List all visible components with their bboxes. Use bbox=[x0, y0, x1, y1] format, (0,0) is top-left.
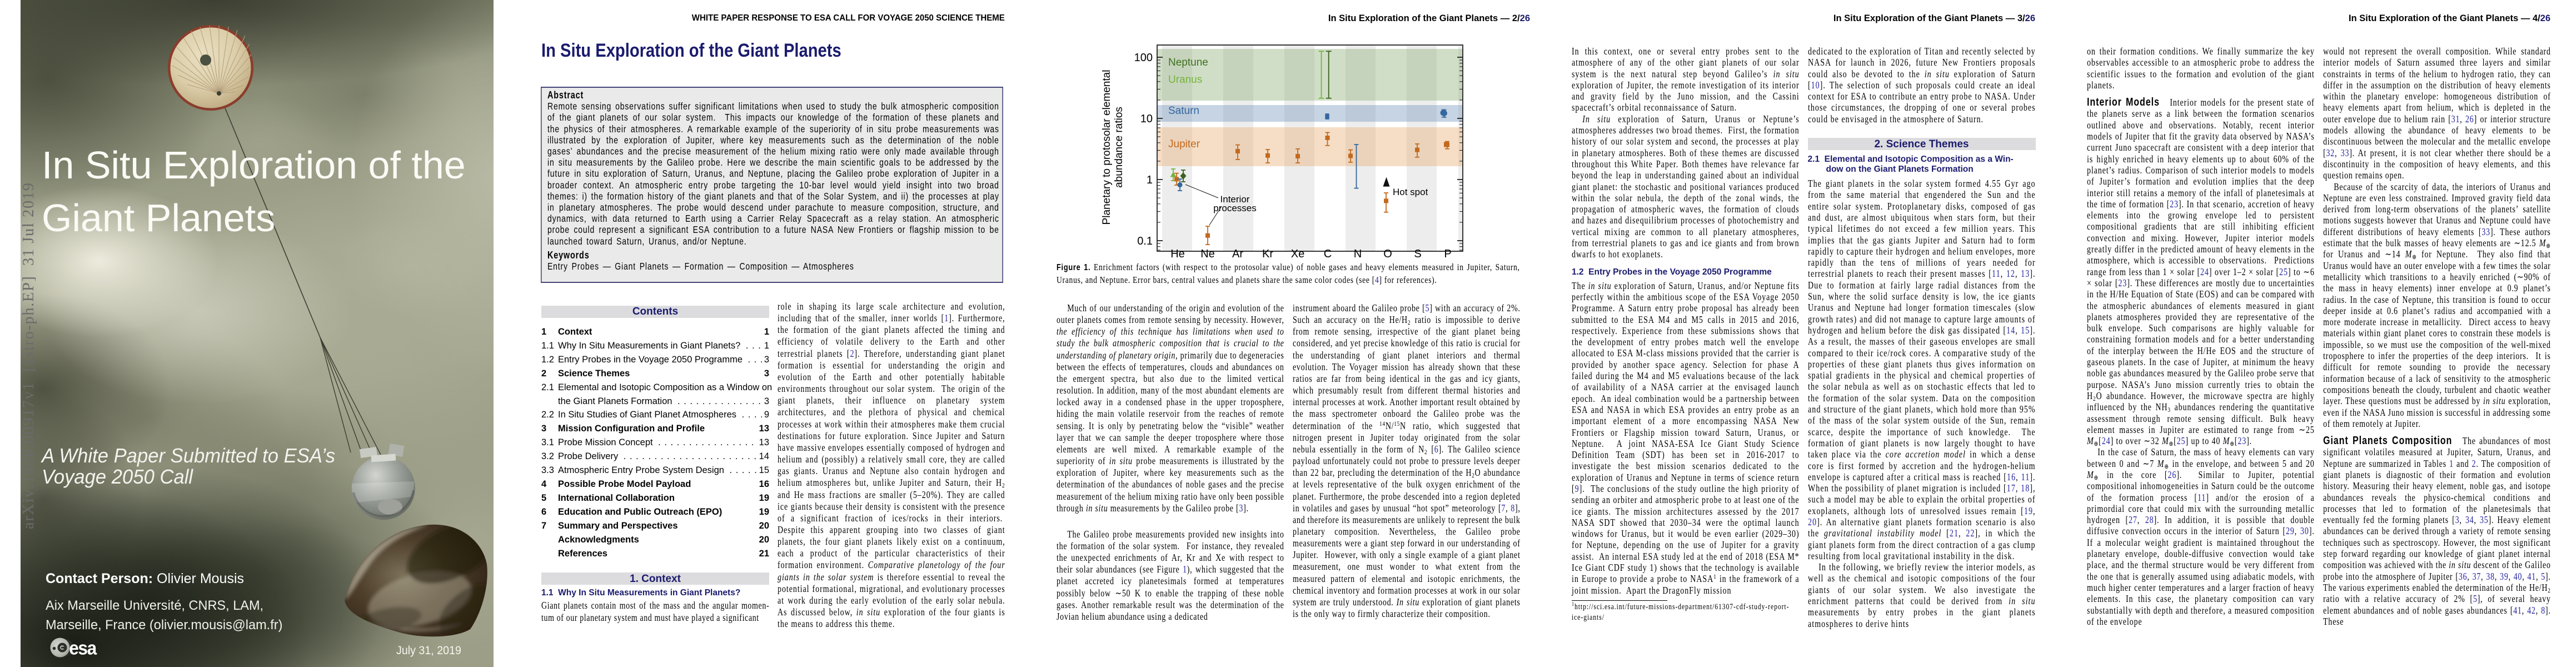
svg-text:S: S bbox=[1414, 248, 1421, 260]
svg-text:processes: processes bbox=[1213, 203, 1256, 213]
svg-text:Xe: Xe bbox=[1291, 248, 1304, 260]
svg-text:Ar: Ar bbox=[1232, 248, 1243, 260]
svg-text:Jupiter: Jupiter bbox=[1168, 138, 1200, 150]
svg-text:O: O bbox=[1383, 248, 1392, 260]
svg-text:abundance ratios: abundance ratios bbox=[1113, 107, 1125, 188]
svg-text:Planetary to protosolar elemen: Planetary to protosolar elemental bbox=[1101, 70, 1113, 225]
svg-text:10: 10 bbox=[1140, 113, 1153, 125]
svg-text:Ne: Ne bbox=[1200, 248, 1215, 260]
svg-text:He: He bbox=[1170, 248, 1185, 260]
svg-text:C: C bbox=[1324, 248, 1332, 260]
svg-text:Interior: Interior bbox=[1220, 194, 1250, 205]
svg-text:Uranus: Uranus bbox=[1168, 74, 1202, 86]
svg-text:Hot spot: Hot spot bbox=[1393, 187, 1428, 197]
svg-text:Neptune: Neptune bbox=[1168, 57, 1208, 68]
svg-text:0.1: 0.1 bbox=[1137, 235, 1153, 247]
svg-text:Saturn: Saturn bbox=[1168, 105, 1199, 117]
svg-text:esa: esa bbox=[69, 637, 97, 658]
svg-text:1: 1 bbox=[1147, 174, 1153, 186]
svg-text:100: 100 bbox=[1134, 52, 1153, 64]
svg-text:P: P bbox=[1444, 248, 1451, 260]
svg-text:N: N bbox=[1354, 248, 1362, 260]
svg-text:Kr: Kr bbox=[1262, 248, 1273, 260]
